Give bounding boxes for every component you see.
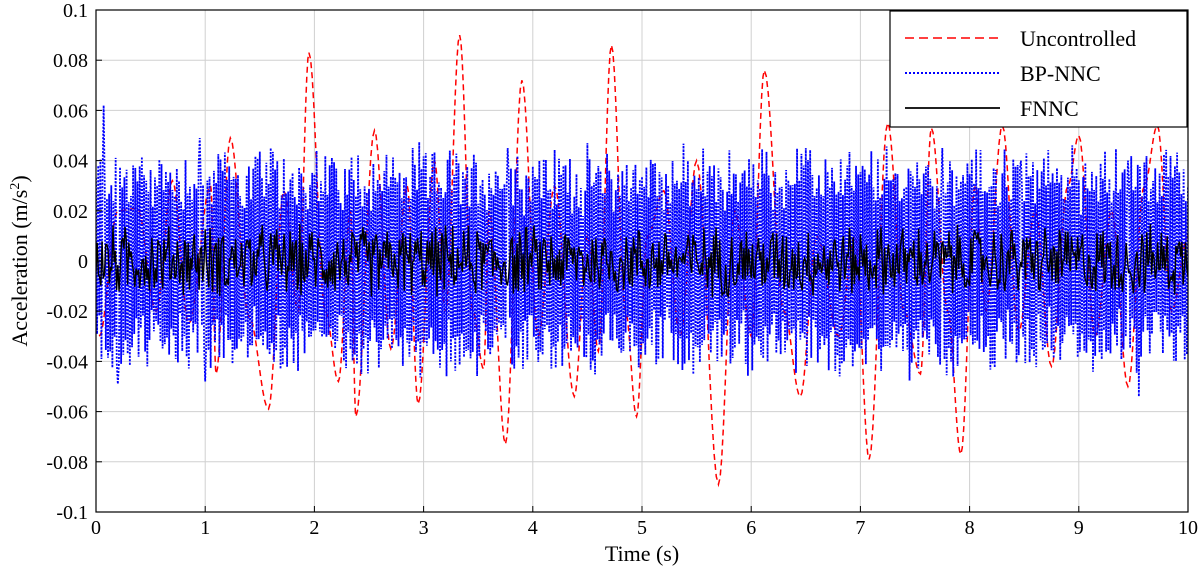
x-axis: 0 1 2 3 4 5 6 7 8 9 10 [91, 506, 1198, 539]
y-axis-label-close: ) [7, 175, 32, 182]
y-tick-label: -0.06 [46, 402, 88, 424]
x-tick-label: 2 [309, 517, 319, 539]
y-tick-label: -0.08 [46, 452, 88, 474]
x-tick-label: 8 [965, 517, 975, 539]
plot-area [96, 34, 1188, 488]
y-axis-label-main: Acceleration (m/s [7, 190, 32, 347]
legend: Uncontrolled BP-NNC FNNC [889, 10, 1188, 128]
y-tick-label: 0.02 [53, 201, 88, 223]
y-tick-label: 0.04 [53, 151, 88, 173]
legend-label-fnnc: FNNC [1020, 96, 1079, 121]
y-axis-label: Acceleration (m/s2) [7, 175, 32, 346]
x-tick-label: 9 [1074, 517, 1084, 539]
y-tick-label: -0.1 [56, 502, 88, 524]
series-line-fnnc [96, 223, 1188, 299]
y-axis: 0.1 0.08 0.06 0.04 0.02 0 -0.02 -0.04 -0.06 -0.08… [46, 0, 102, 524]
y-tick-label: 0.08 [53, 50, 88, 72]
y-axis-label-superscript: 2 [8, 183, 23, 190]
x-tick-label: 1 [200, 517, 210, 539]
legend-label-bp-nnc: BP-NNC [1020, 61, 1101, 86]
x-tick-label: 6 [746, 517, 756, 539]
x-tick-label: 0 [91, 517, 101, 539]
y-tick-label: 0.06 [53, 100, 88, 122]
x-axis-label: Time (s) [605, 541, 679, 566]
x-tick-label: 5 [637, 517, 647, 539]
legend-label-uncontrolled: Uncontrolled [1020, 26, 1136, 51]
x-tick-label: 4 [528, 517, 538, 539]
x-tick-label: 10 [1178, 517, 1198, 539]
y-tick-label: 0.1 [63, 0, 88, 22]
y-tick-label: -0.04 [46, 351, 88, 373]
y-tick-label: -0.02 [46, 301, 88, 323]
series-layer [96, 34, 1188, 488]
x-tick-label: 3 [419, 517, 429, 539]
y-tick-label: 0 [78, 251, 88, 273]
x-tick-label: 7 [855, 517, 865, 539]
